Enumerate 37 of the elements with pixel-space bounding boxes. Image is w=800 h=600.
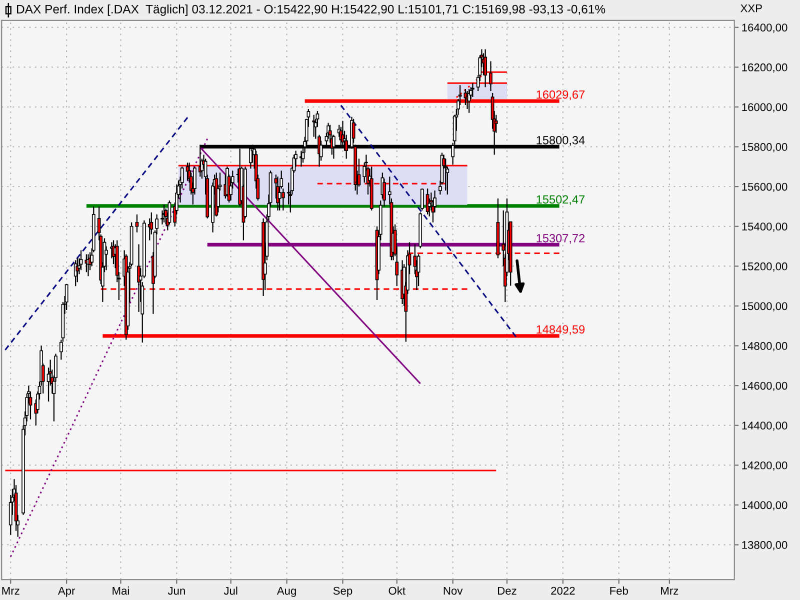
y-tick-label: 13800,00: [742, 541, 788, 550]
y-tick-label: 14600,00: [742, 382, 788, 392]
series-label: 15800,34: [536, 136, 585, 146]
series-label: 14849,59: [536, 325, 585, 335]
y-tick-label: 16400,00: [742, 24, 788, 33]
x-tick-label: Jul: [224, 586, 238, 595]
candlestick: [312, 114, 316, 138]
x-tick-label: 2022: [551, 586, 575, 595]
series-label: 15502,47: [536, 195, 585, 206]
x-tick-label: Apr: [58, 586, 76, 597]
y-tick-label: 14200,00: [742, 461, 788, 471]
y-tick-label: 14400,00: [742, 422, 788, 431]
y-tick-label: 16000,00: [742, 103, 788, 112]
y-tick-label: 15400,00: [742, 222, 788, 232]
x-tick-label: Sep: [333, 586, 352, 597]
y-tick-label: 16200,00: [742, 63, 788, 73]
x-tick-label: Mrz: [661, 586, 678, 595]
x-tick-label: Aug: [276, 586, 296, 597]
y-tick-label: 15800,00: [742, 143, 788, 152]
candlestick: [135, 214, 139, 233]
y-axis-title: XXP: [740, 4, 762, 12]
series-label: 15307,72: [536, 234, 585, 244]
x-tick-label: Mrz: [2, 586, 20, 595]
x-tick-label: Feb: [610, 586, 628, 595]
x-tick-label: Dez: [498, 586, 516, 595]
y-tick-label: 14000,00: [742, 501, 788, 510]
series-label: 16029,67: [536, 90, 585, 100]
x-tick-label: Mai: [112, 586, 129, 595]
x-tick-label: Jun: [168, 586, 185, 595]
y-tick-label: 14800,00: [742, 342, 788, 352]
chart-title: DAX Perf. Index [.DAX Täglich] 03.12.2021 - O:15422,90 H:15422,90 L:15101,71 C:15169,98 -93,13 -0,61%: [17, 4, 606, 16]
y-tick-label: 15200,00: [742, 262, 788, 272]
x-tick-label: Nov: [444, 586, 463, 595]
candlestick: [420, 188, 424, 212]
y-tick-label: 15600,00: [742, 182, 788, 192]
x-tick-label: Okt: [388, 586, 406, 595]
y-tick-label: 15000,00: [742, 302, 788, 312]
